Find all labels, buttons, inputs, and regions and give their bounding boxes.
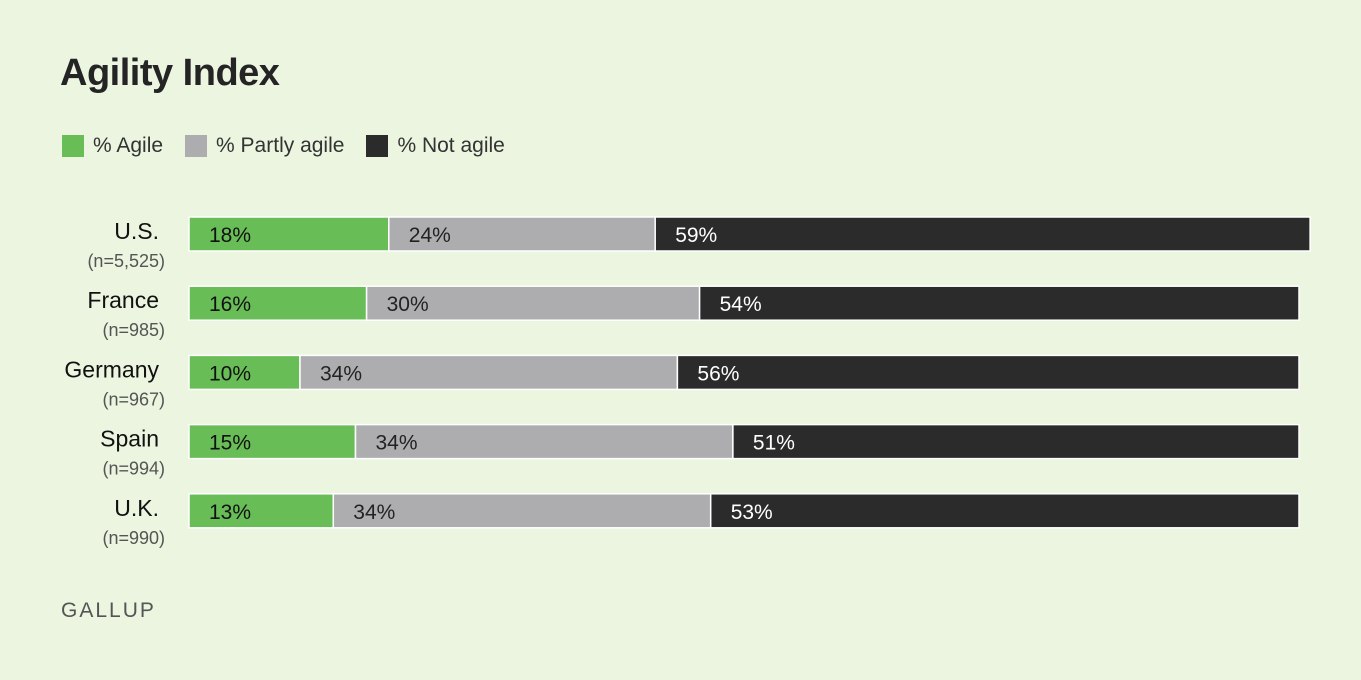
value-label-france-partly-agile: 30%: [387, 293, 429, 316]
bar-u-k-not-agile: [709, 493, 1300, 529]
bar-u-k-agile: [188, 493, 335, 529]
chart-legend: % Agile % Partly agile % Not agile: [62, 134, 527, 158]
value-label-france-not-agile: 54%: [720, 293, 762, 316]
value-label-u-s-agile: 18%: [209, 224, 251, 247]
bar-spain-not-agile: [732, 423, 1300, 460]
legend-swatch-agile: [62, 135, 84, 157]
category-label-france: France: [87, 287, 159, 313]
value-label-spain-partly-agile: 34%: [376, 432, 418, 455]
legend-label-agile: % Agile: [93, 134, 164, 157]
chart-title: Agility Index: [60, 52, 280, 94]
legend-label-not-agile: % Not agile: [397, 134, 505, 157]
value-label-germany-not-agile: 56%: [697, 362, 739, 385]
bar-germany-agile: [188, 354, 301, 391]
value-label-u-k-not-agile: 53%: [731, 501, 773, 524]
value-label-u-k-partly-agile: 34%: [353, 501, 395, 524]
legend-item-partly-agile: % Partly agile: [185, 134, 344, 158]
legend-item-not-agile: % Not agile: [366, 134, 505, 158]
sample-size-label-u-s: (n=5,525): [87, 251, 165, 271]
value-label-u-s-not-agile: 59%: [675, 224, 717, 247]
bar-france-not-agile: [698, 285, 1300, 321]
sample-size-label-france: (n=985): [102, 320, 165, 340]
legend-item-agile: % Agile: [62, 134, 163, 158]
category-label-spain: Spain: [100, 426, 159, 452]
bar-u-s-not-agile: [654, 216, 1311, 252]
value-label-germany-partly-agile: 34%: [320, 362, 362, 385]
value-label-spain-agile: 15%: [209, 432, 251, 455]
sample-size-label-spain: (n=994): [102, 459, 165, 479]
bar-u-s-partly-agile: [388, 216, 656, 252]
value-label-u-k-agile: 13%: [209, 501, 251, 524]
bar-france-agile: [188, 285, 368, 321]
sample-size-label-germany: (n=967): [102, 389, 165, 409]
value-label-u-s-partly-agile: 24%: [409, 224, 451, 247]
sample-size-label-u-k: (n=990): [102, 528, 165, 548]
bar-u-k-partly-agile: [332, 493, 712, 529]
category-label-germany: Germany: [64, 356, 159, 382]
bar-france-partly-agile: [365, 285, 701, 321]
bar-spain-agile: [188, 423, 357, 460]
bar-germany-not-agile: [676, 354, 1300, 391]
bar-germany-partly-agile: [299, 354, 679, 391]
category-label-u-k: U.K.: [114, 495, 159, 521]
value-label-france-agile: 16%: [209, 293, 251, 316]
value-label-germany-agile: 10%: [209, 362, 251, 385]
value-label-spain-not-agile: 51%: [753, 432, 795, 455]
legend-label-partly-agile: % Partly agile: [216, 134, 345, 157]
gallup-logo: GALLUP: [61, 599, 156, 622]
legend-swatch-not-agile: [366, 135, 389, 157]
legend-swatch-partly-agile: [185, 135, 208, 157]
category-label-u-s: U.S.: [114, 218, 159, 244]
